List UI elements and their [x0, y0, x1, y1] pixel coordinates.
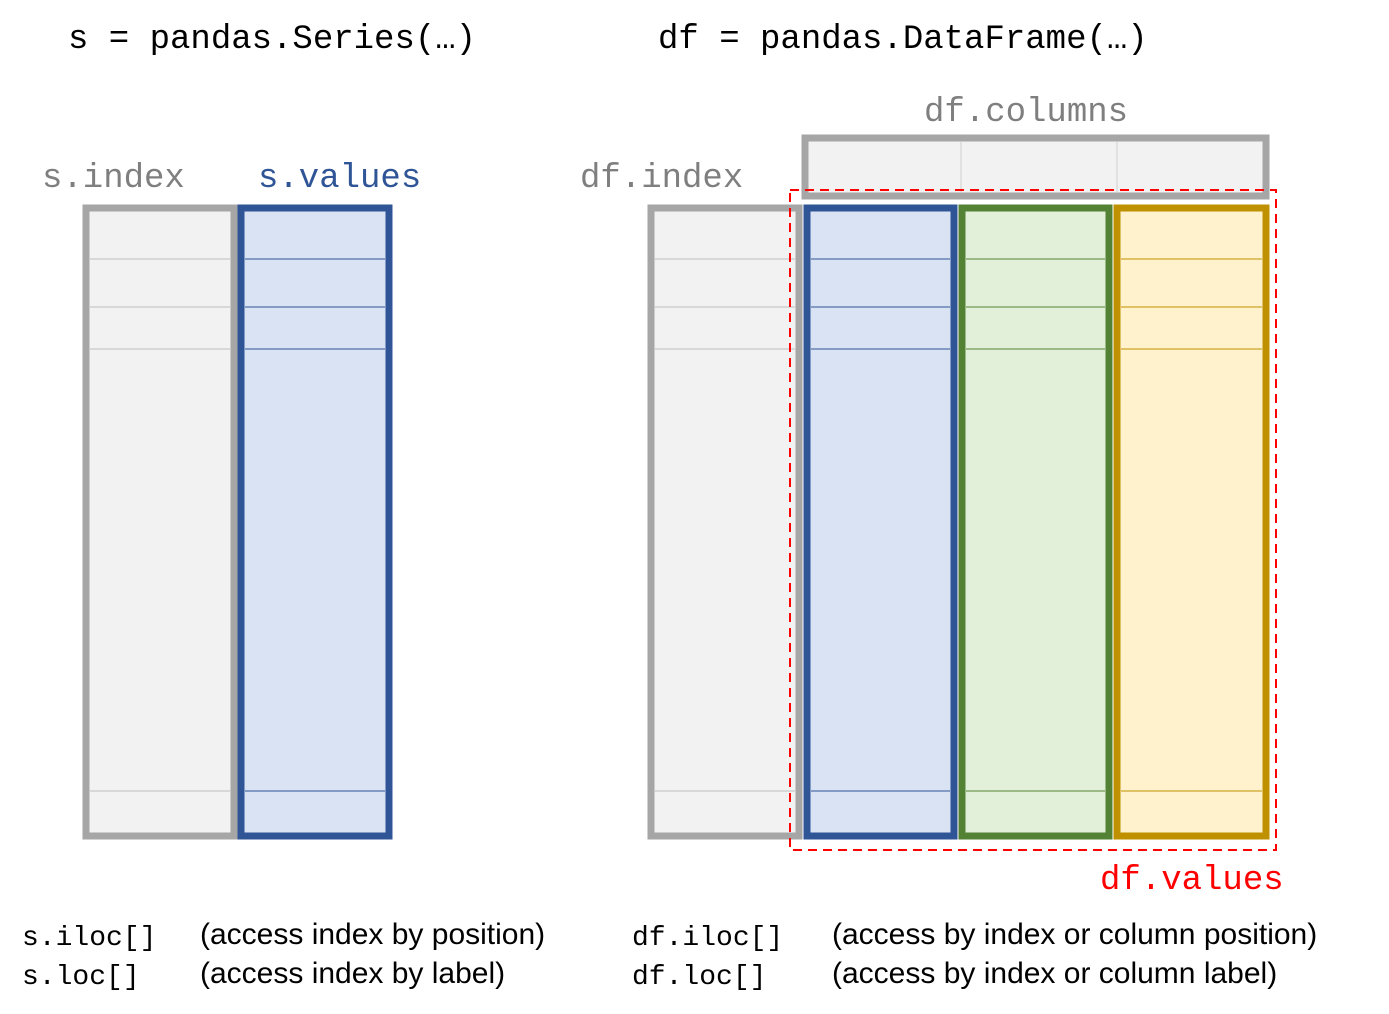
series-loc-description: (access index by label) [200, 957, 505, 990]
dataframe-columns-label: df.columns [924, 94, 1128, 132]
series-iloc-description: (access index by position) [200, 918, 545, 951]
series-loc-code: s.loc[] [22, 962, 140, 993]
series-values-column [241, 208, 389, 836]
dataframe-column-green [962, 208, 1109, 836]
dataframe-values-label: df.values [1100, 862, 1284, 900]
dataframe-iloc-description: (access by index or column position) [832, 918, 1317, 951]
dataframe-iloc-code: df.iloc[] [632, 923, 783, 954]
series-values-label: s.values [258, 160, 421, 198]
dataframe-loc-code: df.loc[] [632, 962, 766, 993]
dataframe-index-label: df.index [580, 160, 743, 198]
dataframe-loc-description: (access by index or column label) [832, 957, 1277, 990]
series-heading: s = pandas.Series(…) [68, 21, 476, 59]
dataframe-column-gold [1117, 208, 1266, 836]
series-iloc-code: s.iloc[] [22, 923, 156, 954]
dataframe-heading: df = pandas.DataFrame(…) [658, 21, 1148, 59]
dataframe-index-column [651, 208, 799, 836]
dataframe-column-blue [807, 208, 954, 836]
series-index-label: s.index [42, 160, 185, 198]
dataframe-columns-header [805, 138, 1266, 196]
series-index-column [86, 208, 234, 836]
